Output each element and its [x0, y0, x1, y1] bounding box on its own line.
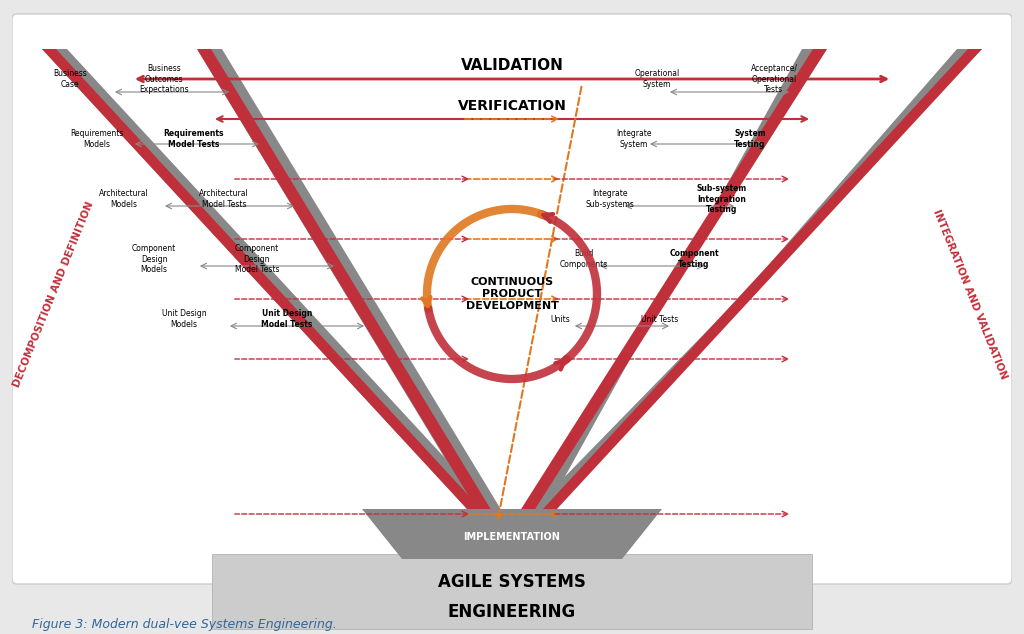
Text: CONTINUOUS
PRODUCT
DEVELOPMENT: CONTINUOUS PRODUCT DEVELOPMENT: [466, 278, 558, 311]
Text: VALIDATION: VALIDATION: [461, 58, 563, 74]
Text: System
Testing: System Testing: [734, 129, 766, 149]
Polygon shape: [507, 49, 982, 536]
Text: IMPLEMENTATION: IMPLEMENTATION: [464, 532, 560, 542]
Text: Integrate
System: Integrate System: [616, 129, 651, 149]
Polygon shape: [507, 49, 827, 536]
Polygon shape: [42, 49, 517, 536]
Text: Unit Design
Models: Unit Design Models: [162, 309, 206, 328]
Text: DECOMPOSITION AND DEFINITION: DECOMPOSITION AND DEFINITION: [12, 200, 96, 389]
Text: Business
Outcomes
Expectations: Business Outcomes Expectations: [139, 64, 188, 94]
Polygon shape: [504, 49, 827, 536]
Text: Architectural
Model Tests: Architectural Model Tests: [199, 190, 249, 209]
Text: Sub-system
Integration
Testing: Sub-system Integration Testing: [697, 184, 748, 214]
Text: Component
Testing: Component Testing: [670, 249, 719, 269]
Text: Operational
System: Operational System: [635, 69, 680, 89]
Text: Acceptance/
Operational
Tests: Acceptance/ Operational Tests: [751, 64, 798, 94]
Polygon shape: [42, 49, 506, 536]
Text: Requirements
Model Tests: Requirements Model Tests: [164, 129, 224, 149]
Text: Component
Design
Models: Component Design Models: [132, 244, 176, 274]
FancyBboxPatch shape: [12, 14, 1012, 584]
Text: Units: Units: [550, 314, 570, 323]
Text: Business
Case: Business Case: [53, 69, 87, 89]
Text: Unit Design
Model Tests: Unit Design Model Tests: [261, 309, 312, 328]
Text: AGILE SYSTEMS: AGILE SYSTEMS: [438, 573, 586, 591]
Polygon shape: [197, 49, 517, 536]
Text: Unit Tests: Unit Tests: [641, 314, 679, 323]
Text: VERIFICATION: VERIFICATION: [458, 99, 566, 113]
Text: Requirements
Models: Requirements Models: [71, 129, 124, 149]
Polygon shape: [362, 509, 662, 559]
Text: Architectural
Models: Architectural Models: [99, 190, 148, 209]
Text: Component
Design
Model Tests: Component Design Model Tests: [234, 244, 280, 274]
Text: INTEGRATION AND VALIDATION: INTEGRATION AND VALIDATION: [931, 208, 1009, 380]
Text: ENGINEERING: ENGINEERING: [447, 603, 577, 621]
Text: Integrate
Sub-systems: Integrate Sub-systems: [586, 190, 635, 209]
FancyBboxPatch shape: [212, 554, 812, 629]
Text: Figure 3: Modern dual-vee Systems Engineering.: Figure 3: Modern dual-vee Systems Engine…: [32, 618, 337, 631]
Polygon shape: [197, 49, 507, 536]
Text: Build
Components: Build Components: [560, 249, 608, 269]
Polygon shape: [518, 49, 982, 536]
